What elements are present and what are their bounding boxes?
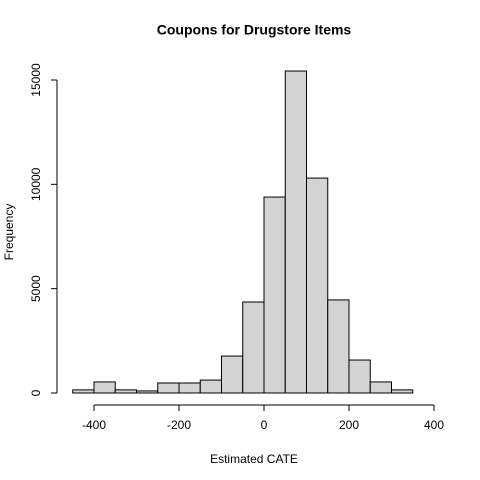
bar (136, 390, 159, 394)
bar (242, 301, 265, 394)
y-axis-label: Frequency (2, 204, 16, 261)
bar (157, 382, 180, 394)
y-tick-label: 5000 (29, 275, 43, 302)
bar (72, 389, 95, 394)
bar (348, 359, 371, 394)
x-tick-label: -200 (167, 418, 191, 432)
bar (221, 355, 244, 394)
x-tick-label: -400 (82, 418, 106, 432)
x-tick-label: 200 (339, 418, 359, 432)
bar (178, 382, 201, 394)
x-tick-label: 400 (424, 418, 444, 432)
bar (263, 196, 286, 394)
bar (93, 381, 116, 394)
y-tick-label: 15000 (29, 63, 43, 97)
bar (199, 379, 222, 394)
bar (369, 381, 392, 394)
x-tick-label: 0 (261, 418, 268, 432)
y-tick-label: 0 (29, 389, 43, 396)
y-tick-label: 10000 (29, 167, 43, 201)
x-axis-label: Estimated CATE (210, 452, 298, 466)
chart-title: Coupons for Drugstore Items (157, 22, 352, 38)
bar (284, 70, 307, 394)
bar (114, 389, 137, 394)
bar (306, 177, 329, 394)
bar (327, 299, 350, 394)
bar (391, 389, 414, 394)
